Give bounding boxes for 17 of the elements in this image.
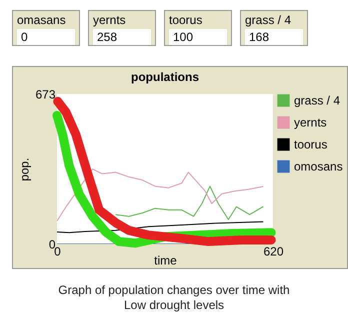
text: 258 (93, 29, 151, 45)
legend-label: yernts (294, 116, 327, 130)
chart-title: populations (131, 70, 200, 84)
y-axis-title: pop. (17, 158, 32, 182)
legend-label: omosans (294, 160, 343, 174)
legend-label: grass / 4 (294, 94, 340, 108)
text: 168 (245, 29, 303, 45)
text: 100 (169, 29, 227, 45)
x-axis-title: time (154, 254, 178, 268)
y-tick-label: 673 (35, 88, 56, 102)
text: yernts (93, 13, 127, 27)
text: Graph of population changes over time with Low drought levels (57, 283, 291, 313)
text: toorus (169, 13, 204, 27)
x-tick-label: 620 (263, 244, 284, 258)
text: omasans (17, 13, 67, 27)
legend-label: toorus (294, 138, 328, 152)
text: grass / 4 (245, 13, 292, 27)
